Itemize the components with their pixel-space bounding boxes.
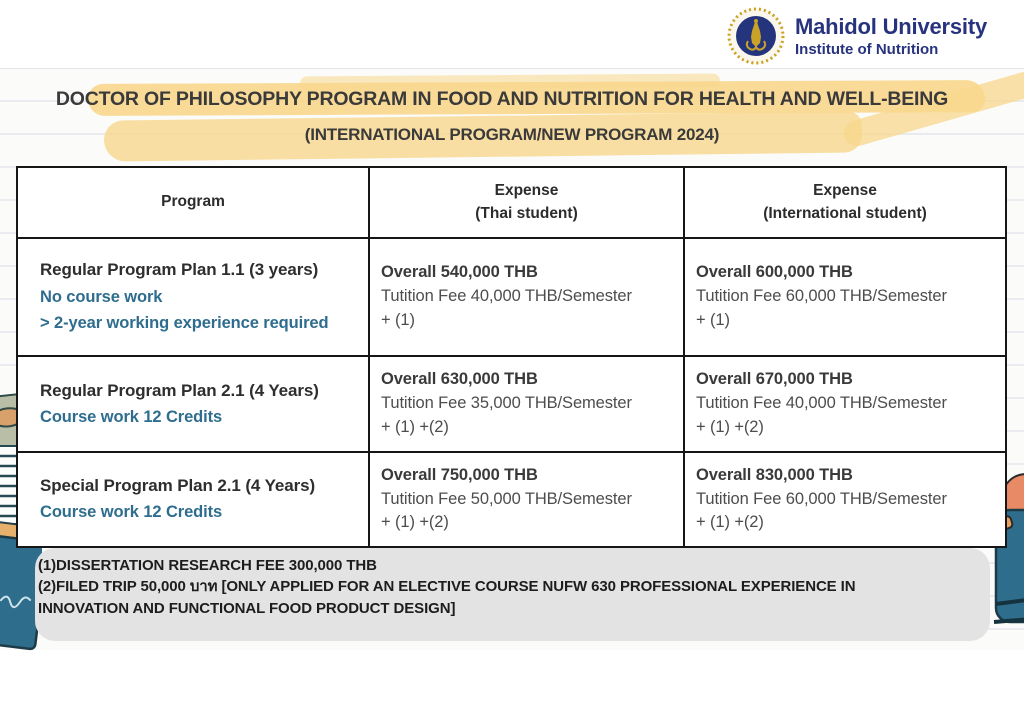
column-header-expense-thai: Expense (Thai student) bbox=[370, 168, 685, 239]
table-row-thai-expense-cell: Overall 750,000 THB Tutition Fee 50,000 … bbox=[370, 453, 685, 546]
program-name: Regular Program Plan 2.1 (4 Years) bbox=[40, 380, 319, 400]
expense-extra: + (1) +(2) bbox=[381, 513, 449, 532]
university-name: Mahidol University bbox=[795, 14, 987, 39]
expense-extra: + (1) +(2) bbox=[696, 513, 764, 532]
table-row-international-expense-cell: Overall 830,000 THB Tutition Fee 60,000 … bbox=[685, 453, 1005, 546]
program-name: Regular Program Plan 1.1 (3 years) bbox=[40, 260, 319, 280]
column-header-label: Program bbox=[161, 193, 225, 211]
expense-tuition: Tutition Fee 60,000 THB/Semester bbox=[696, 489, 947, 508]
program-detail: No course work bbox=[40, 287, 163, 306]
table-row-international-expense-cell: Overall 600,000 THB Tutition Fee 60,000 … bbox=[685, 239, 1005, 357]
expense-overall: Overall 540,000 THB bbox=[381, 263, 538, 282]
expense-tuition: Tutition Fee 60,000 THB/Semester bbox=[696, 287, 947, 306]
page-subtitle: (INTERNATIONAL PROGRAM/NEW PROGRAM 2024) bbox=[304, 125, 720, 144]
table-row-program-cell: Special Program Plan 2.1 (4 Years) Cours… bbox=[18, 453, 370, 546]
expense-overall: Overall 750,000 THB bbox=[381, 465, 538, 484]
table-row-international-expense-cell: Overall 670,000 THB Tutition Fee 40,000 … bbox=[685, 357, 1005, 453]
brand: Mahidol University Institute of Nutritio… bbox=[727, 7, 987, 65]
table-row-thai-expense-cell: Overall 630,000 THB Tutition Fee 35,000 … bbox=[370, 357, 685, 453]
expense-extra: + (1) bbox=[696, 310, 730, 329]
footnote: (1)DISSERTATION RESEARCH FEE 300,000 THB bbox=[38, 557, 377, 574]
expense-overall: Overall 830,000 THB bbox=[696, 465, 853, 484]
table-row-thai-expense-cell: Overall 540,000 THB Tutition Fee 40,000 … bbox=[370, 239, 685, 357]
program-detail: Course work 12 Credits bbox=[40, 407, 223, 426]
page-title: DOCTOR OF PHILOSOPHY PROGRAM IN FOOD AND… bbox=[55, 88, 949, 110]
brand-bar: Mahidol University Institute of Nutritio… bbox=[0, 0, 1024, 68]
column-header-expense-international: Expense (International student) bbox=[685, 168, 1005, 239]
column-header-label: Expense bbox=[494, 182, 559, 200]
table-row-program-cell: Regular Program Plan 1.1 (3 years) No co… bbox=[18, 239, 370, 357]
tuition-fee-table: Program Expense (Thai student) Expense (… bbox=[16, 166, 1007, 548]
expense-extra: + (1) +(2) bbox=[381, 417, 449, 436]
expense-extra: + (1) +(2) bbox=[696, 417, 764, 436]
expense-tuition: Tutition Fee 40,000 THB/Semester bbox=[696, 394, 947, 413]
column-header-sublabel: (Thai student) bbox=[475, 204, 578, 222]
column-header-sublabel: (International student) bbox=[763, 204, 927, 222]
expense-tuition: Tutition Fee 35,000 THB/Semester bbox=[381, 394, 632, 413]
table-row-program-cell: Regular Program Plan 2.1 (4 Years) Cours… bbox=[18, 357, 370, 453]
expense-overall: Overall 670,000 THB bbox=[696, 370, 853, 389]
expense-tuition: Tutition Fee 40,000 THB/Semester bbox=[381, 287, 632, 306]
expense-tuition: Tutition Fee 50,000 THB/Semester bbox=[381, 489, 632, 508]
program-name: Special Program Plan 2.1 (4 Years) bbox=[40, 476, 316, 496]
column-header-label: Expense bbox=[813, 182, 877, 200]
program-detail: Course work 12 Credits bbox=[40, 503, 223, 522]
mahidol-emblem-icon bbox=[727, 7, 785, 65]
brand-text: Mahidol University Institute of Nutritio… bbox=[795, 14, 987, 58]
expense-overall: Overall 600,000 THB bbox=[696, 263, 853, 282]
institute-name: Institute of Nutrition bbox=[795, 41, 939, 58]
expense-overall: Overall 630,000 THB bbox=[381, 370, 538, 389]
program-detail: > 2-year working experience required bbox=[40, 314, 329, 333]
expense-extra: + (1) bbox=[381, 310, 415, 329]
footnotes-box: (1)DISSERTATION RESEARCH FEE 300,000 THB… bbox=[35, 548, 990, 641]
column-header-program: Program bbox=[18, 168, 370, 239]
footnote: (2)FILED TRIP 50,000 บาท [ONLY APPLIED F… bbox=[38, 578, 856, 617]
